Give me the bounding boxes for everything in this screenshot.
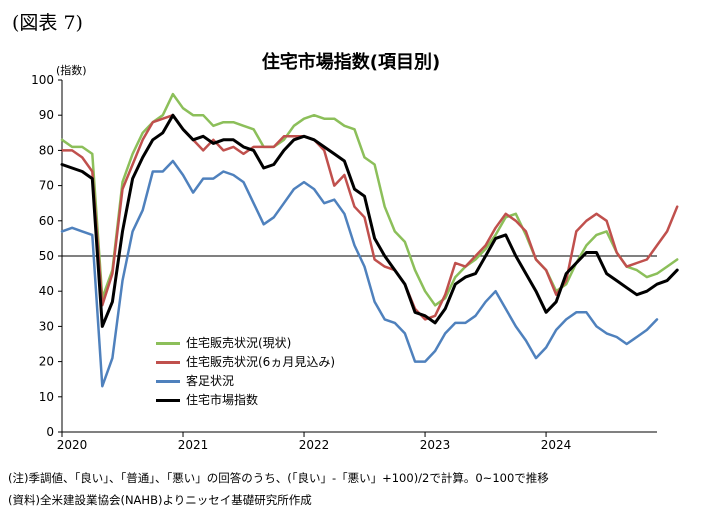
y-tick-labels: 0 10 20 30 40 50 60 70 80 90 100 [31,73,62,439]
y-axis-unit-label: (指数) [56,64,87,77]
y-tick-label: 80 [39,143,54,157]
series-line-3 [60,113,679,328]
chart-title: 住宅市場指数(項目別) [261,52,441,73]
legend-swatch [156,361,180,364]
legend-item: 住宅販売状況(6ヵ月見込み) [156,353,335,372]
series-line-2 [60,159,659,388]
legend-label: 住宅市場指数 [186,393,259,407]
legend-item: 住宅市場指数 [156,391,335,410]
x-tick-labels: 2020 2021 2022 2023 2024 [57,432,572,452]
series-line-0 [60,92,679,307]
legend-swatch [156,380,180,383]
x-tick-label: 2021 [178,438,209,452]
footnote-note: (注)季調値、「良い」、「普通」、「悪い」の回答のうち、(「良い」-「悪い」+1… [8,471,549,485]
legend-item: 住宅販売状況(現状) [156,334,335,353]
legend-swatch [156,399,180,402]
legend-label: 客足状況 [186,374,235,388]
y-tick-label: 50 [39,249,54,263]
x-tick-label: 2024 [541,438,572,452]
y-tick-label: 100 [31,73,54,87]
legend-label: 住宅販売状況(現状) [186,336,292,350]
y-tick-label: 0 [46,425,54,439]
legend-item: 客足状況 [156,372,335,391]
footnote-source: (資料)全米建設業協会(NAHB)よりニッセイ基礎研究所作成 [8,493,312,507]
x-tick-label: 2022 [299,438,330,452]
legend: 住宅販売状況(現状) 住宅販売状況(6ヵ月見込み) 客足状況住宅市場指数 [156,334,335,410]
x-tick-label: 2020 [57,438,88,452]
y-tick-label: 20 [39,355,54,369]
legend-swatch [156,342,180,345]
y-tick-label: 90 [39,108,54,122]
figure-label: (図表 7) [12,12,83,34]
y-tick-label: 70 [39,179,54,193]
y-tick-label: 60 [39,214,54,228]
y-tick-label: 10 [39,390,54,404]
y-tick-label: 40 [39,284,54,298]
series-lines [60,92,679,388]
x-tick-label: 2023 [420,438,451,452]
series-line-1 [60,113,679,321]
legend-label: 住宅販売状況(6ヵ月見込み) [186,355,335,369]
y-tick-label: 30 [39,319,54,333]
